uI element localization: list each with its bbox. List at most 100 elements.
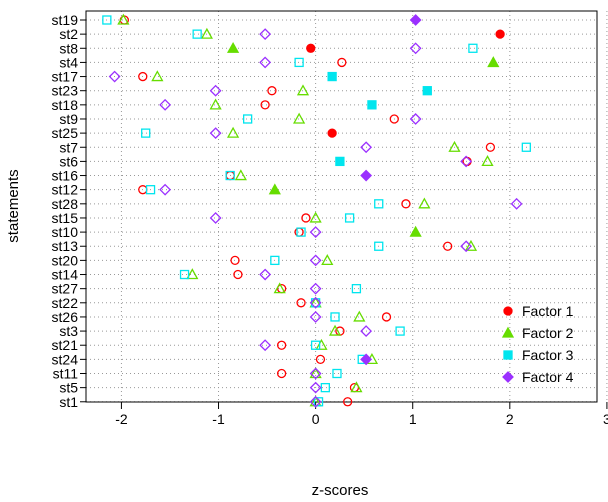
- data-point: [230, 255, 240, 266]
- data-point: [186, 268, 199, 280]
- y-tick-label: st19: [52, 12, 79, 28]
- legend-label: Factor 1: [522, 303, 574, 319]
- data-point: [351, 284, 362, 294]
- series-3-points: [102, 15, 531, 407]
- data-point: [485, 142, 496, 152]
- data-point: [487, 56, 500, 68]
- y-tick-label: st9: [59, 111, 78, 127]
- y-tick-label: st12: [52, 182, 79, 198]
- data-point: [159, 98, 172, 111]
- data-point: [460, 240, 473, 253]
- x-tick-label: 3: [603, 411, 608, 427]
- y-tick-label: st4: [59, 54, 78, 70]
- data-point: [309, 395, 322, 408]
- data-point: [145, 185, 156, 195]
- data-point: [468, 43, 478, 53]
- data-point: [309, 367, 322, 380]
- data-point: [209, 212, 222, 224]
- data-point: [192, 29, 202, 39]
- data-point: [117, 13, 130, 25]
- data-point: [309, 211, 322, 223]
- data-points: [102, 13, 531, 408]
- data-point: [242, 114, 253, 124]
- series-4-points: [108, 14, 523, 408]
- data-point: [209, 127, 222, 140]
- data-point: [337, 57, 347, 68]
- y-tick-label: st10: [52, 224, 79, 240]
- data-point: [276, 340, 287, 350]
- data-point: [276, 368, 287, 379]
- y-tick-label: st2: [59, 26, 78, 42]
- x-axis-label: z-scores: [312, 482, 369, 499]
- data-point: [306, 43, 316, 53]
- data-point: [141, 128, 151, 138]
- data-point: [209, 84, 222, 97]
- y-tick-label: st13: [52, 238, 79, 254]
- data-point: [448, 140, 461, 152]
- data-point: [360, 169, 373, 182]
- legend-marker: [503, 306, 513, 316]
- y-tick-label: st23: [52, 83, 79, 99]
- data-point: [409, 14, 422, 26]
- data-point: [309, 254, 322, 267]
- y-tick-label: st11: [53, 366, 79, 382]
- data-point: [259, 56, 272, 69]
- data-point: [151, 70, 164, 82]
- data-point: [464, 239, 478, 251]
- x-tick-label: -1: [212, 411, 225, 427]
- data-point: [443, 241, 453, 251]
- y-tick-label: st3: [59, 323, 78, 339]
- y-tick-label: st22: [52, 295, 79, 311]
- data-point: [360, 325, 373, 337]
- data-point: [313, 397, 324, 407]
- series-2-points: [117, 13, 500, 407]
- legend-label: Factor 4: [522, 369, 574, 385]
- x-axis-ticks: -2 -1 0 1 2 3: [115, 402, 608, 427]
- data-point: [268, 183, 281, 195]
- data-point: [332, 368, 342, 379]
- y-tick-label: st1: [59, 394, 78, 410]
- data-point: [495, 29, 505, 39]
- y-tick-label: st14: [52, 267, 79, 283]
- data-point: [225, 170, 235, 181]
- y-tick-label: st28: [52, 196, 79, 212]
- data-point: [259, 339, 272, 352]
- data-point: [350, 381, 363, 393]
- data-point: [315, 338, 328, 350]
- data-point: [259, 28, 272, 41]
- data-point: [267, 86, 277, 96]
- y-tick-label: st21: [52, 337, 79, 353]
- data-point: [309, 226, 322, 239]
- data-point: [309, 282, 322, 295]
- data-point: [310, 298, 321, 308]
- y-tick-label: st18: [52, 97, 79, 113]
- data-point: [108, 70, 121, 83]
- legend-marker: [501, 326, 515, 338]
- y-axis-label: statements: [5, 169, 22, 242]
- data-point: [293, 112, 306, 124]
- legend: Factor 1 Factor 2 Factor 3 Factor 4: [501, 303, 574, 385]
- data-point: [309, 367, 322, 379]
- data-point: [409, 113, 422, 125]
- data-point: [310, 340, 321, 350]
- data-point: [343, 397, 353, 407]
- data-point: [460, 155, 473, 168]
- data-point: [510, 197, 523, 210]
- data-point: [259, 268, 272, 281]
- data-point: [389, 114, 399, 124]
- data-point: [315, 354, 326, 365]
- data-point: [226, 41, 240, 53]
- data-point: [309, 381, 322, 394]
- data-point: [327, 128, 337, 138]
- data-point: [102, 15, 112, 25]
- legend-label: Factor 3: [522, 347, 574, 363]
- data-point: [309, 296, 322, 309]
- y-tick-label: st8: [59, 40, 78, 56]
- data-point: [401, 199, 411, 209]
- data-point: [260, 100, 270, 110]
- data-point: [296, 298, 306, 308]
- y-axis-ticks: st19st2st8st4st17st23st18st9st25st7st6st…: [52, 12, 86, 410]
- data-point: [233, 269, 243, 280]
- x-tick-label: 0: [312, 411, 320, 427]
